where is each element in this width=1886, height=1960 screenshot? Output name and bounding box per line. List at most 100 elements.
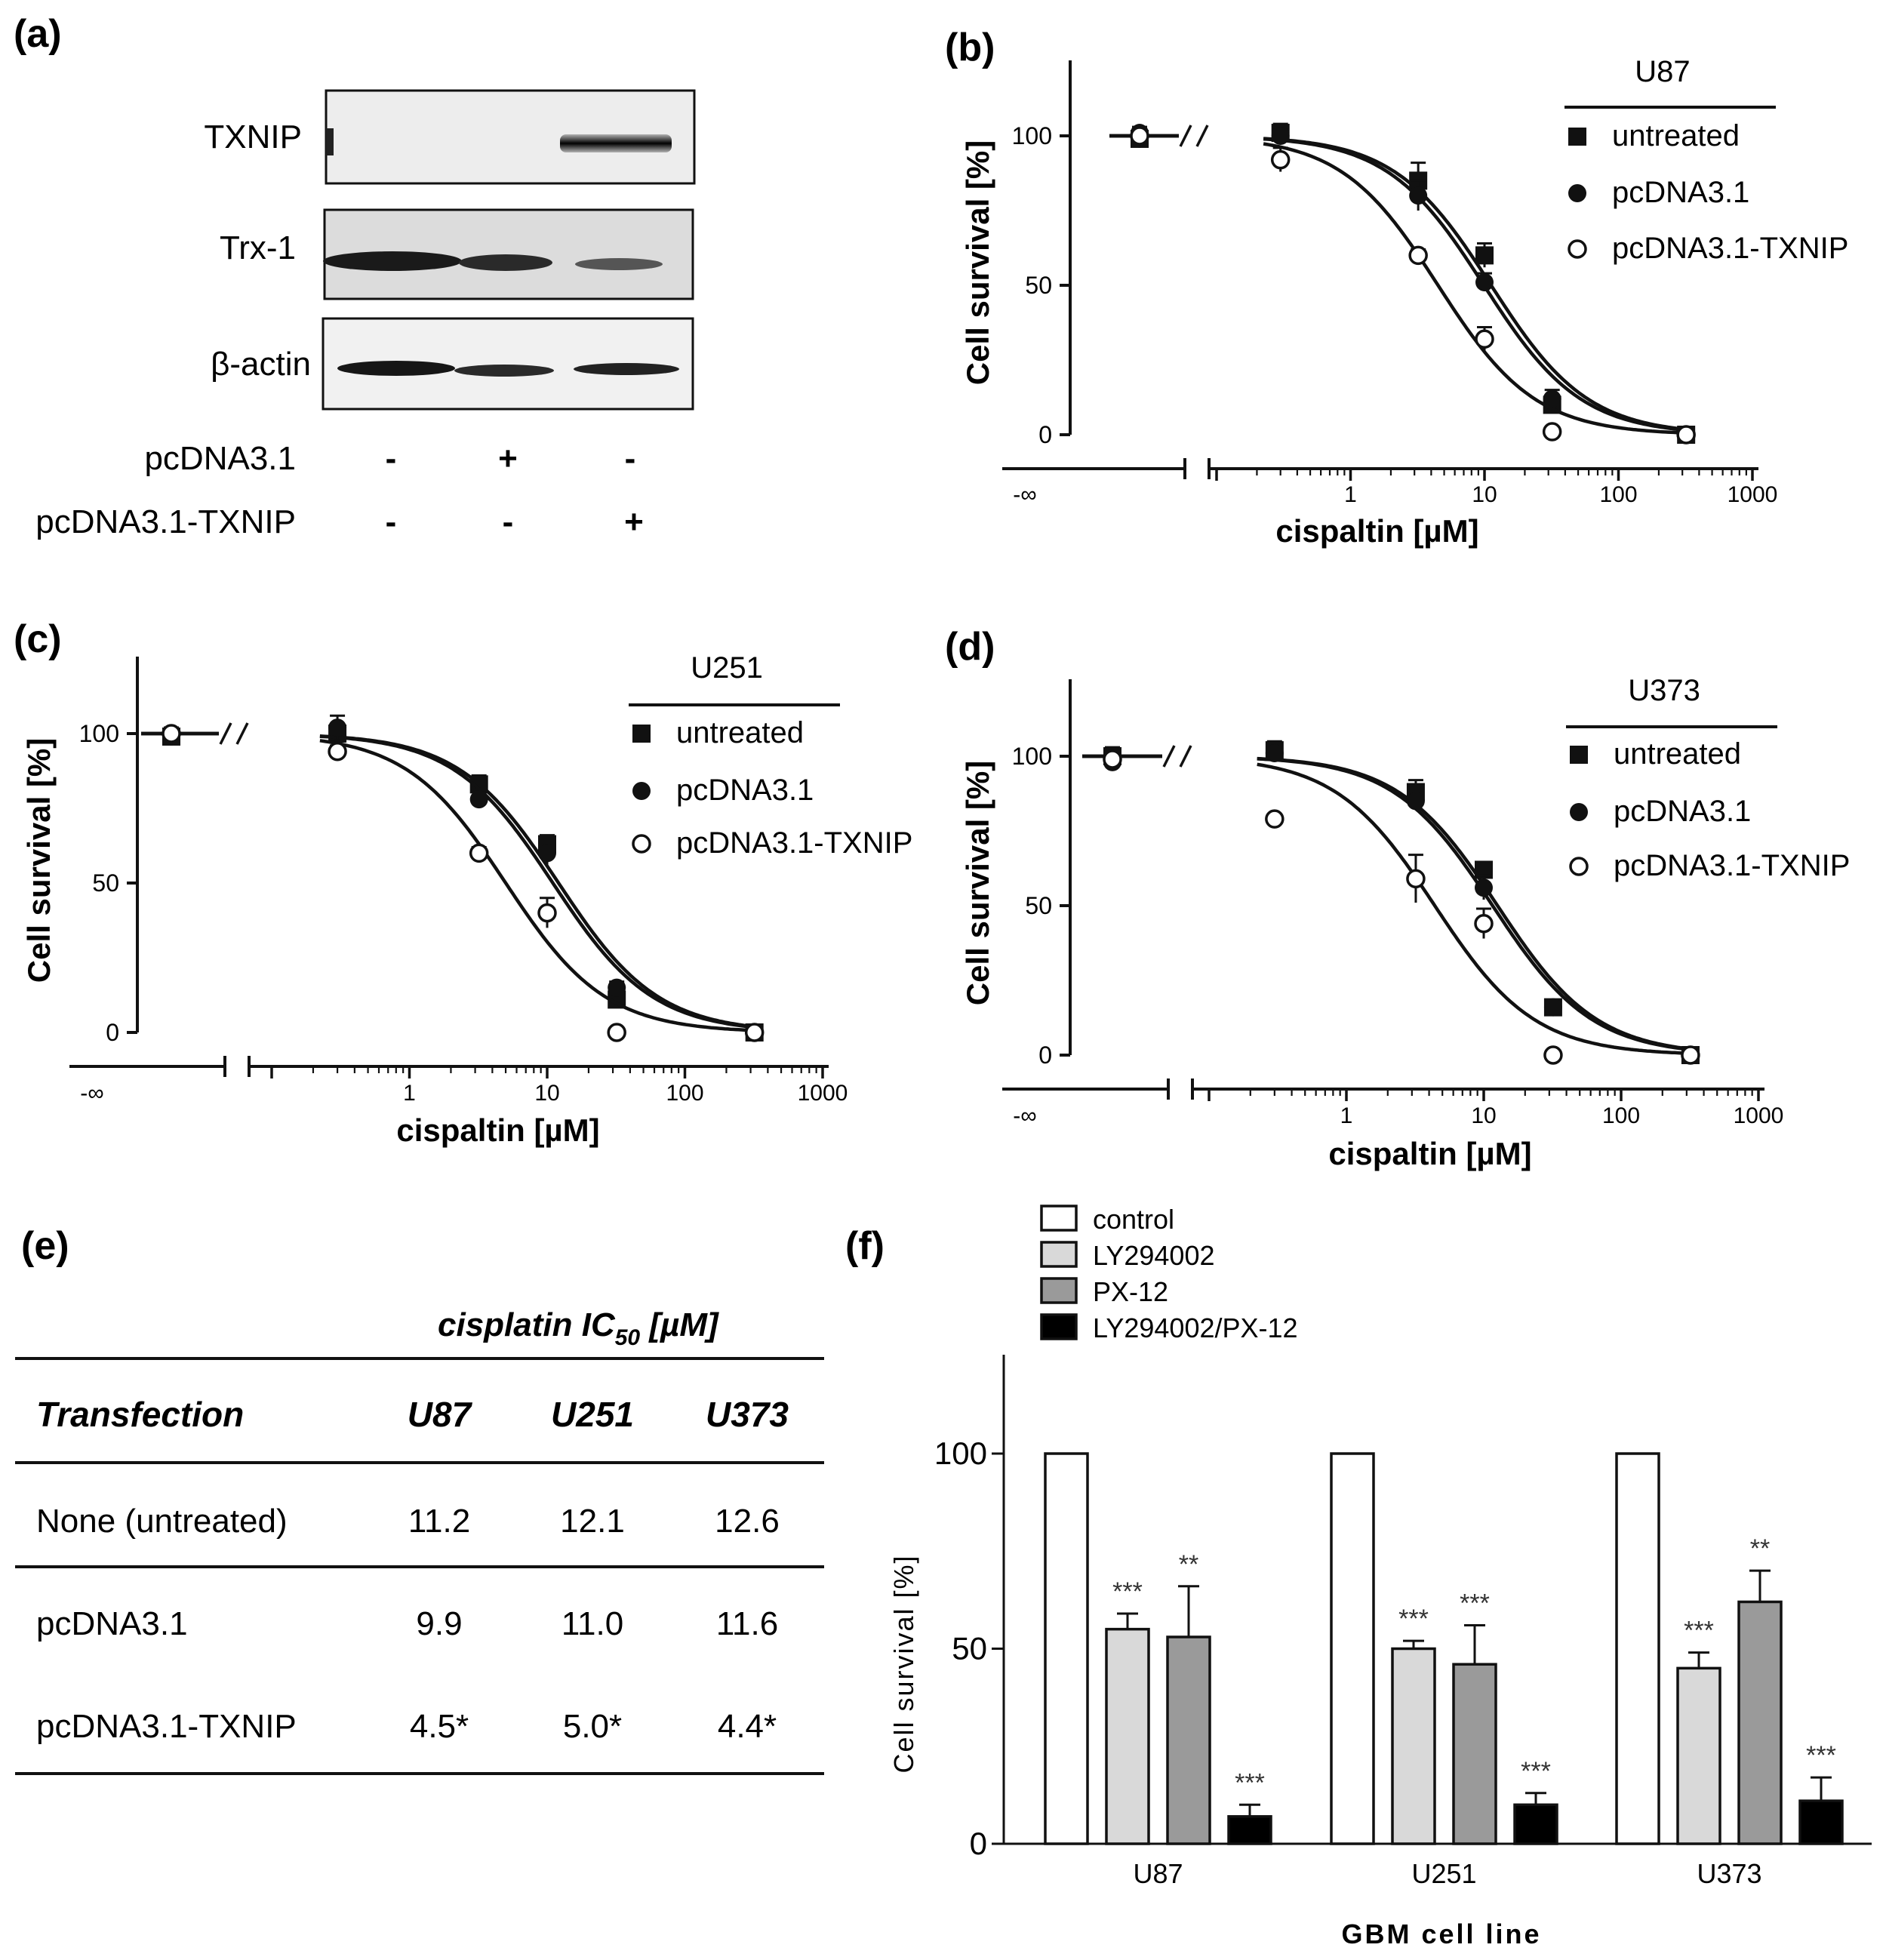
blot-row-label-txnip: TXNIP [204, 118, 302, 155]
blot-sign-1-2: + [498, 440, 518, 477]
legend-marker-pcdna31-txnip [1569, 857, 1589, 876]
curve-break-slash [1179, 125, 1192, 147]
data-point-pcdna31 [1406, 792, 1425, 811]
data-point-pcdna31-txnip [744, 1023, 765, 1042]
x-tick-label: 100 [666, 1081, 703, 1106]
table-cell-r3-c3: 5.0* [563, 1708, 622, 1745]
curve-break-slash [1179, 745, 1192, 768]
legend-marker-pcdna31-txnip [1568, 239, 1587, 259]
significance-label: ** [1179, 1550, 1198, 1579]
data-point-pcdna31-txnip [1676, 425, 1696, 445]
legend-label-pcdna31-txnip: pcDNA3.1-TXNIP [1612, 232, 1848, 265]
x-tick-label: 10 [534, 1081, 559, 1106]
data-point-pcdna31-txnip [469, 843, 489, 863]
legend-swatch-control [1040, 1205, 1078, 1232]
bar-u373-control [1615, 1452, 1660, 1845]
blot-band-bactin-lane3 [574, 363, 679, 375]
legend-title: U373 [1628, 674, 1700, 707]
y-tick-label: 100 [1012, 743, 1052, 770]
bar-chart-gbm-survival: control LY294002 PX-12 LY294002/PX-12 0 50 100… [888, 1204, 1872, 1949]
x-tick-label-infinity: -∞ [80, 1081, 103, 1106]
data-point-pcdna31-txnip [1475, 329, 1494, 349]
blot-band-txnip-lane3 [560, 134, 672, 152]
blot-band-trx1-lane3 [575, 258, 663, 270]
legend-title: U87 [1635, 55, 1690, 88]
data-point-pcdna31-txnip [1474, 914, 1494, 934]
x-tick-label: 1000 [1734, 1103, 1784, 1128]
legend-swatch-px12 [1040, 1277, 1078, 1304]
data-point-pcdna31 [469, 790, 488, 809]
blot-sign-2-1: - [386, 503, 397, 540]
bar-u373-px12 [1737, 1600, 1783, 1845]
y-axis-title: Cell survival [%] [960, 761, 995, 1005]
significance-label: *** [1521, 1757, 1551, 1786]
x-axis-title: cispaltin [µM] [1275, 513, 1478, 549]
significance-label: *** [1235, 1768, 1265, 1797]
x-axis-title: cispaltin [µM] [1328, 1136, 1531, 1171]
bar-u251-ly294002 [1391, 1647, 1436, 1845]
legend-swatch-ly294002 [1040, 1241, 1078, 1268]
legend-marker-pcdna31 [1570, 803, 1588, 821]
legend-marker-pcdna31 [1568, 184, 1586, 202]
blot-condition-label-1: pcDNA3.1 [144, 440, 296, 477]
blot-band-txnip-edge [326, 128, 334, 155]
y-tick-label: 100 [79, 720, 119, 747]
blot-sign-2-3: + [624, 503, 644, 540]
dose-response-chart-u373: 0 50 100 Cell survival [%] -∞ 1 10 100 1000 cispa… [960, 674, 1850, 1171]
x-tick-label: 1000 [798, 1081, 848, 1106]
data-point-pcdna31-txnip [1542, 422, 1562, 442]
data-point-pcdna31 [1265, 744, 1284, 763]
data-point-pcdna31 [608, 978, 626, 997]
blot-sign-2-2: - [503, 503, 514, 540]
blot-condition-label-2: pcDNA3.1-TXNIP [35, 503, 296, 540]
blot-band-trx1-lane2 [459, 254, 552, 271]
bar-u87-px12 [1166, 1635, 1211, 1845]
table-header-u251: U251 [551, 1395, 634, 1434]
table-cell-r2-c2: 9.9 [416, 1605, 462, 1642]
legend-label-pcdna31-txnip: pcDNA3.1-TXNIP [1614, 849, 1850, 882]
curve-break-slash [1195, 125, 1209, 147]
legend-label-pcdna31: pcDNA3.1 [1612, 176, 1749, 209]
bar-u251-px12 [1452, 1663, 1497, 1845]
data-point-pcdna31 [1271, 127, 1290, 145]
legend-label-untreated: untreated [1612, 119, 1740, 152]
fit-curve-pcdna31-txnip [319, 739, 758, 1032]
y-tick-label: 100 [1012, 122, 1052, 149]
significance-label: ** [1750, 1534, 1770, 1563]
x-axis-title: cispaltin [µM] [396, 1112, 599, 1148]
y-tick-label: 0 [1038, 1042, 1052, 1069]
legend-label-untreated: untreated [1614, 737, 1741, 771]
legend-title: U251 [691, 651, 763, 685]
blot-row-label-bactin: β-actin [211, 346, 311, 383]
panel-label-c: (c) [14, 617, 62, 661]
x-axis-title: GBM cell line [1341, 1918, 1541, 1949]
table-cell-r3-c2: 4.5* [410, 1708, 469, 1745]
blot-band-trx1-lane1 [323, 251, 462, 271]
data-point-pcdna31-txnip [1265, 809, 1285, 829]
legend-label-ly294002-px12: LY294002/PX-12 [1093, 1312, 1298, 1343]
legend-label-pcdna31-txnip: pcDNA3.1-TXNIP [676, 826, 912, 860]
curve-break-slash [1162, 745, 1176, 768]
legend-label-control: control [1093, 1204, 1174, 1235]
x-tick-label: 100 [1602, 1103, 1640, 1128]
table-header-transfection: Transfection [36, 1395, 244, 1434]
table-cell-r1-c4: 12.6 [715, 1503, 780, 1540]
blot-band-bactin-lane2 [454, 365, 554, 377]
table-title-unit: [µM] [640, 1306, 719, 1343]
table-cell-r3-c1: pcDNA3.1-TXNIP [36, 1708, 297, 1745]
data-point-pcdna31 [328, 718, 347, 737]
bar-u251-control [1330, 1452, 1375, 1845]
blot-band-bactin-lane1 [337, 361, 455, 376]
panel-label-a: (a) [14, 12, 62, 56]
x-category-label-u87: U87 [1133, 1858, 1183, 1889]
x-tick-label: 10 [1472, 482, 1497, 507]
data-point-pcdna31-txnip [1130, 126, 1149, 146]
data-point-pcdna31-txnip [1408, 245, 1428, 266]
table-header-u87: U87 [408, 1395, 473, 1434]
fit-curve-pcdna31 [1263, 137, 1690, 432]
table-cell-r2-c3: 11.0 [561, 1605, 623, 1642]
fit-curve-pcdna31 [319, 734, 758, 1029]
table-cell-r2-c1: pcDNA3.1 [36, 1605, 188, 1642]
data-point-pcdna31-txnip [1406, 869, 1426, 889]
bar-u87-ly294002 [1105, 1627, 1150, 1845]
